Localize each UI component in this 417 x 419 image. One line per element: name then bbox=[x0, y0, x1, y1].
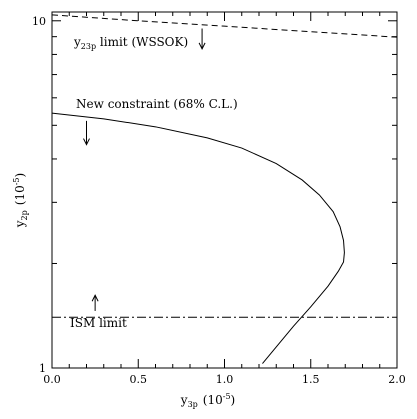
annotation-new-constraint-label: New constraint (68% C.L.) bbox=[76, 97, 238, 111]
y-axis-label-unit-open: (10 bbox=[13, 185, 27, 205]
series-layer bbox=[51, 14, 398, 364]
annotation-layer bbox=[83, 28, 206, 311]
x-axis-label-unit-open: (10 bbox=[203, 393, 223, 407]
x-tick-label: 2.0 bbox=[388, 373, 406, 386]
x-axis-label-unit-exp: -5 bbox=[223, 392, 231, 401]
wssok-arrow-icon bbox=[198, 28, 206, 51]
x-tick-label: 1.5 bbox=[302, 373, 320, 386]
plot-frame bbox=[51, 11, 398, 369]
ism-arrow-icon bbox=[91, 294, 99, 311]
y-tick-label: 10 bbox=[32, 15, 46, 28]
x-axis-label-unit-close: ) bbox=[231, 393, 236, 407]
x-axis-label-main: y bbox=[180, 393, 188, 407]
y-axis-label-main: y bbox=[13, 220, 27, 228]
x-axis-label-sub: 3p bbox=[188, 400, 198, 409]
y-axis-label-unit-exp: -5 bbox=[12, 177, 21, 185]
tick-layer: 0.0 0.5 1.0 1.5 2.0 1 10 bbox=[32, 12, 406, 386]
wssok-limit-line bbox=[51, 14, 398, 38]
new-constraint-arrow-icon bbox=[83, 120, 90, 146]
x-tick-label: 0.5 bbox=[130, 373, 148, 386]
plot-frame-layer bbox=[51, 11, 398, 369]
y-axis-label-sub: 2p bbox=[20, 210, 29, 220]
y-tick-label: 1 bbox=[39, 362, 46, 375]
x-tick-label: 0.0 bbox=[43, 373, 61, 386]
annotation-wssok-label: y23p limit (WSSOK) bbox=[73, 35, 188, 51]
x-axis-label: y3p (10-5) bbox=[180, 392, 235, 409]
annotation-ism-label: ISM limit bbox=[70, 316, 127, 330]
y-axis-label-unit-close: ) bbox=[13, 173, 27, 178]
x-tick-label: 1.0 bbox=[216, 373, 234, 386]
new-constraint-curve bbox=[51, 112, 345, 364]
y-axis-label: y2p (10-5) bbox=[12, 173, 29, 228]
annotation-wssok-main: y bbox=[73, 35, 81, 49]
annotation-wssok-sub: 23p bbox=[81, 42, 96, 51]
annotation-wssok-rest: limit (WSSOK) bbox=[96, 35, 188, 49]
